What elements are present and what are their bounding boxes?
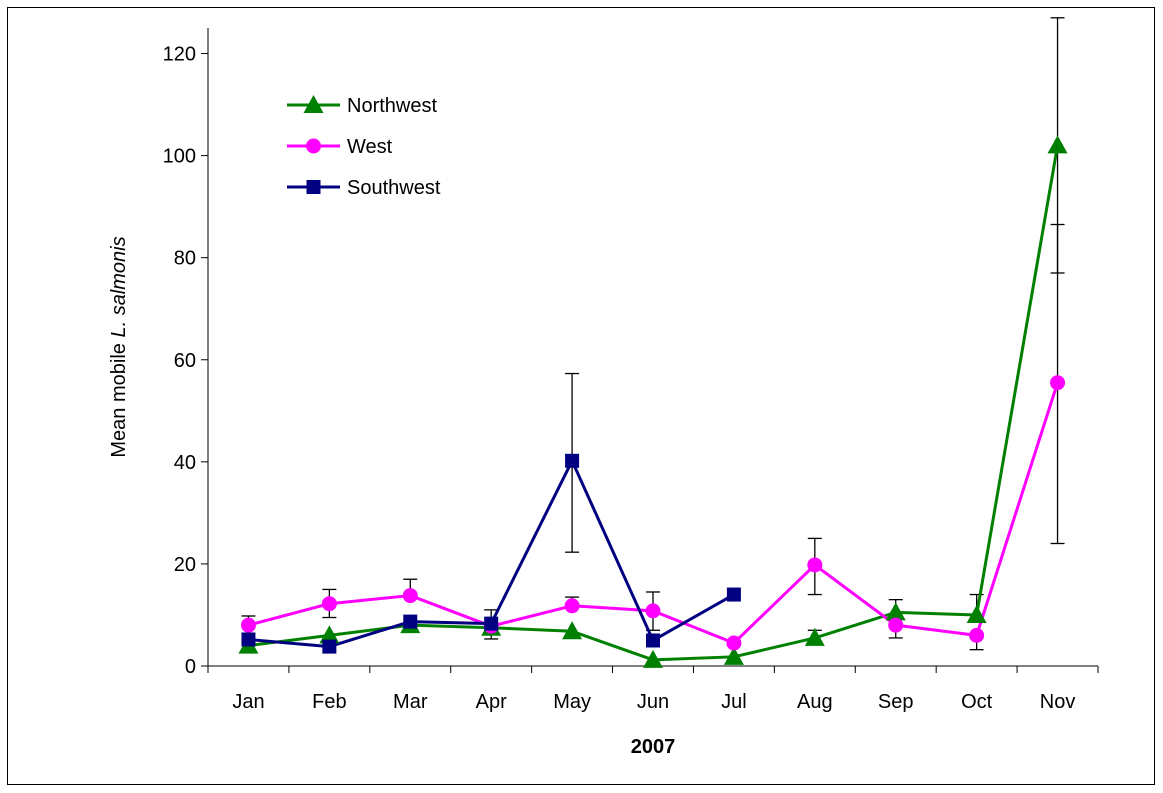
data-point-west [726, 635, 742, 651]
data-point-southwest [484, 616, 499, 631]
data-point-west [807, 557, 823, 573]
x-tick-label: Mar [393, 691, 428, 713]
legend-marker-southwest [306, 180, 321, 194]
data-point-west [240, 617, 256, 633]
y-ticks: 0 20 40 60 80 100 120 [163, 44, 208, 678]
data-point-northwest [1047, 135, 1068, 154]
y-tick-label: 120 [163, 44, 196, 66]
legend-label-southwest: Southwest [347, 177, 441, 199]
data-point-southwest [403, 614, 418, 629]
legend-label-west: West [347, 136, 393, 158]
y-tick-label: 20 [174, 554, 196, 576]
data-point-west [969, 627, 985, 643]
y-axis-label: Mean mobile L. salmonis [108, 236, 130, 457]
data-point-northwest [804, 627, 825, 646]
x-tick-label: Feb [312, 691, 346, 713]
x-tick-label: Nov [1040, 691, 1076, 713]
data-point-northwest [319, 625, 340, 644]
x-tick-label: Aug [797, 691, 833, 713]
x-ticks: Jan Feb Mar Apr May Jun Jul Aug Sep Oct Nov [207, 666, 1099, 713]
data-point-southwest [565, 453, 580, 468]
data-point-west [888, 617, 904, 633]
chart-frame [7, 7, 1155, 785]
series-line-northwest [248, 145, 1060, 662]
data-point-northwest [885, 602, 906, 621]
data-point-southwest [322, 639, 337, 654]
data-point-northwest [723, 646, 744, 665]
data-point-southwest [241, 632, 256, 647]
data-point-west [321, 596, 337, 612]
x-axis-label: 2007 [631, 736, 676, 758]
series-lines [248, 145, 1060, 662]
data-point-northwest [562, 621, 583, 640]
axes [207, 28, 1098, 667]
legend: Northwest West Southwest [287, 95, 441, 199]
data-point-northwest [966, 604, 987, 623]
y-tick-label: 100 [163, 146, 196, 168]
y-axis-label-main: Mean mobile [108, 338, 130, 458]
x-tick-label: Jan [232, 691, 264, 713]
x-tick-label: May [553, 691, 591, 713]
data-point-southwest [646, 633, 660, 648]
legend-label-northwest: Northwest [347, 95, 437, 117]
data-point-west [564, 598, 580, 614]
x-tick-label: Oct [961, 691, 993, 713]
y-tick-label: 40 [174, 452, 196, 474]
data-point-west [1050, 375, 1066, 391]
x-tick-label: Jul [721, 691, 747, 713]
data-point-west [645, 603, 661, 619]
legend-marker-west [306, 138, 321, 154]
y-axis-label-species: L. salmonis [108, 236, 130, 337]
data-point-northwest [643, 649, 663, 668]
y-tick-label: 60 [174, 350, 196, 372]
legend-marker-northwest [303, 95, 324, 113]
data-point-west [402, 588, 418, 604]
x-tick-label: Apr [476, 691, 507, 713]
x-tick-label: Jun [637, 691, 669, 713]
x-tick-label: Sep [878, 691, 914, 713]
y-tick-label: 80 [174, 248, 196, 270]
data-point-southwest [726, 587, 741, 602]
series-markers [238, 135, 1068, 668]
y-tick-label: 0 [185, 656, 196, 678]
